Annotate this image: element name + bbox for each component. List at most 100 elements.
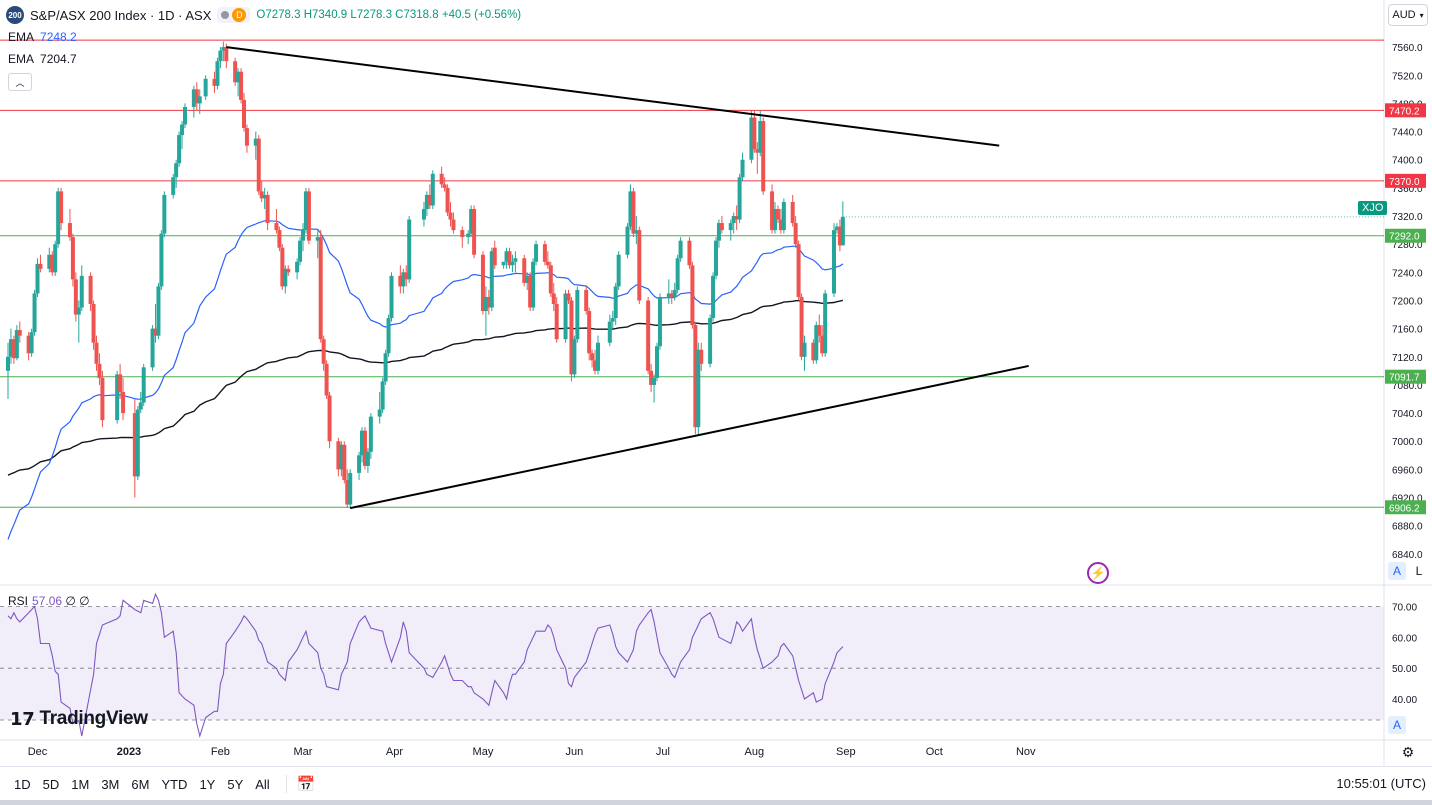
candle-up — [197, 89, 202, 114]
candle-body — [534, 244, 539, 262]
candle-body — [339, 444, 344, 470]
candle-up — [531, 258, 536, 312]
candle-body — [274, 223, 279, 231]
candle-body — [336, 441, 341, 470]
candle-body — [460, 230, 465, 238]
price-tick-label: 7440.0 — [1392, 128, 1423, 139]
symbol-logo-icon: 200 — [6, 6, 24, 24]
candle-body — [545, 261, 550, 266]
timeframe-1y[interactable]: 1Y — [199, 776, 216, 792]
candle-body — [259, 191, 264, 199]
gear-icon[interactable]: ⚙ — [1401, 743, 1415, 760]
candle-body — [283, 268, 288, 287]
candle-down — [265, 191, 270, 231]
candle-up — [171, 173, 176, 199]
candle-up — [339, 441, 344, 477]
candle-body — [480, 254, 485, 312]
candle-up — [652, 374, 657, 403]
candle-body — [286, 268, 291, 273]
candle-body — [88, 275, 93, 304]
candle-down — [590, 349, 595, 368]
candle-down — [690, 261, 695, 329]
chart-legend: 200 S&P/ASX 200 Index · 1D · ASX D O7278… — [6, 6, 521, 24]
candle-body — [398, 275, 403, 287]
candle-down — [649, 363, 654, 392]
candle-up — [221, 41, 226, 62]
candle-up — [737, 173, 742, 224]
clock[interactable]: 10:55:01 (UTC) — [1336, 776, 1426, 791]
timeframe-all[interactable]: All — [255, 776, 270, 792]
price-tick-label: 6920.0 — [1392, 494, 1423, 505]
timeframe-list: 1D 5D 1M 3M 6M YTD 1Y 5Y All — [0, 777, 276, 792]
candle-down — [770, 184, 775, 234]
ema-slow-legend[interactable]: EMA 7204.7 — [8, 52, 77, 66]
rsi-label: RSI — [8, 594, 29, 608]
timeframe-5d[interactable]: 5D — [42, 776, 60, 792]
calendar-range-icon[interactable]: 📅 — [296, 776, 316, 793]
candle-up — [834, 223, 839, 234]
candle-body — [448, 212, 453, 220]
candle-down — [811, 339, 816, 364]
currency-selector[interactable]: AUD ▾ — [1388, 4, 1428, 26]
candle-body — [548, 265, 553, 294]
candle-up — [773, 201, 777, 234]
chevron-down-icon: ▾ — [1419, 10, 1424, 20]
candle-up — [666, 279, 671, 304]
price-tick-label: 7560.0 — [1392, 43, 1423, 54]
auto-scale-button[interactable]: A — [1388, 562, 1406, 580]
candle-body — [218, 50, 223, 62]
candle-up — [731, 212, 736, 234]
candle-up — [29, 328, 34, 357]
candle-body — [811, 342, 816, 361]
candle-body — [301, 230, 305, 241]
candle-body — [510, 261, 515, 266]
level-tag-bg — [1385, 173, 1426, 188]
candle-down — [256, 135, 261, 195]
timeframe-ytd[interactable]: YTD — [161, 776, 188, 792]
level-tag-label: 7470.2 — [1389, 106, 1420, 117]
timeframe-1d[interactable]: 1D — [14, 776, 31, 792]
log-scale-button[interactable]: L — [1415, 564, 1423, 578]
timeframe-5y[interactable]: 5Y — [227, 776, 244, 792]
timeframe-6m[interactable]: 6M — [131, 776, 150, 792]
collapse-legend-button[interactable]: ︿ — [8, 73, 32, 91]
candle-down — [790, 194, 795, 227]
timeframe-3m[interactable]: 3M — [101, 776, 120, 792]
candle-down — [59, 187, 64, 231]
brand-name: TradingView — [39, 708, 148, 729]
candle-body — [734, 216, 739, 220]
candle-up — [711, 272, 716, 322]
high-value: H7340.9 — [303, 9, 348, 21]
candle-down — [259, 180, 264, 202]
candle-body — [649, 370, 654, 385]
candle-body — [719, 223, 724, 231]
candle-up — [191, 85, 196, 118]
candle-body — [837, 226, 842, 246]
market-status-badge[interactable]: D — [217, 7, 251, 23]
timeframe-1m[interactable]: 1M — [71, 776, 90, 792]
candle-up — [236, 68, 241, 97]
price-tick-label: 7120.0 — [1392, 353, 1423, 364]
lightning-icon[interactable]: ⚡ — [1087, 562, 1109, 584]
candle-body — [569, 300, 574, 375]
rsi-auto-scale-button[interactable]: A — [1388, 716, 1406, 734]
candle-up — [295, 258, 300, 280]
candle-down — [38, 254, 43, 273]
ema-fast-legend[interactable]: EMA 7248.2 — [8, 30, 77, 44]
candle-body — [345, 479, 350, 505]
rsi-legend[interactable]: RSI 57.06 ∅ ∅ — [8, 594, 90, 608]
candle-body — [814, 325, 819, 361]
candle-down — [336, 437, 341, 477]
candle-up — [504, 247, 509, 269]
candle-down — [687, 237, 692, 269]
candle-down — [637, 226, 642, 304]
level-tag-label: 6906.2 — [1389, 503, 1420, 514]
symbol-title[interactable]: S&P/ASX 200 Index · 1D · ASX — [30, 7, 212, 23]
candle-body — [212, 78, 217, 86]
candle-body — [628, 191, 633, 227]
candle-body — [244, 128, 249, 146]
candle-body — [383, 353, 388, 382]
candle-body — [79, 275, 84, 308]
candle-body — [365, 451, 370, 466]
